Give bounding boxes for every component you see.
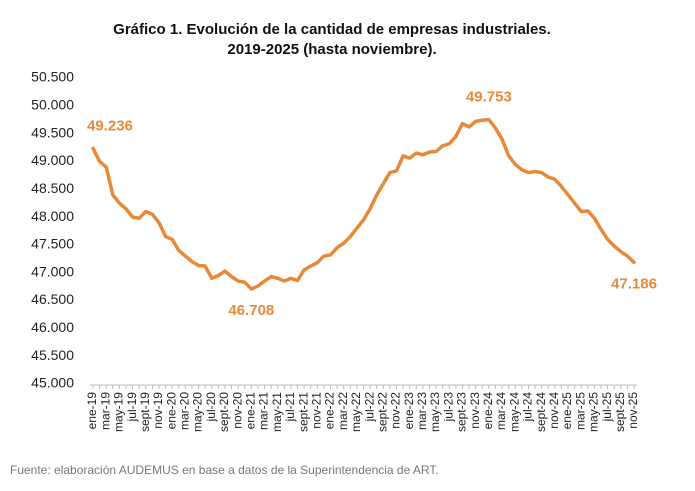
x-tick-label: mar-21 (257, 392, 271, 430)
x-tick-label: sept-23 (455, 392, 469, 432)
y-tick-label: 45.500 (31, 347, 74, 363)
x-tick-label: mar-19 (98, 392, 112, 430)
x-tick-label: ene-21 (244, 392, 258, 430)
x-tick-label: may-20 (191, 392, 205, 432)
x-tick-label: sept-20 (217, 392, 231, 432)
x-tick-label: mar-22 (336, 392, 350, 430)
x-tick-label: nov-24 (547, 392, 561, 429)
x-tick-label: may-24 (507, 392, 521, 432)
chart-title: 2019-2025 (hasta noviembre). (227, 41, 436, 58)
x-tick-label: ene-25 (560, 392, 574, 430)
y-tick-label: 46.000 (31, 319, 74, 335)
x-tick-label: jul-23 (441, 392, 455, 423)
x-tick-label: mar-23 (415, 392, 429, 430)
x-tick-label: mar-25 (573, 392, 587, 430)
x-tick-label: nov-23 (468, 392, 482, 429)
x-tick-label: jul-20 (204, 392, 218, 423)
data-label: 49.753 (466, 89, 512, 106)
x-tick-label: jul-25 (600, 392, 614, 423)
x-tick-label: nov-25 (626, 392, 640, 429)
y-tick-label: 50.500 (31, 69, 74, 85)
data-line (91, 117, 636, 291)
x-tick-label: may-21 (270, 392, 284, 432)
x-tick-label: nov-21 (309, 392, 323, 429)
x-tick-label: sept-25 (613, 392, 627, 432)
x-tick-label: nov-19 (151, 392, 165, 429)
x-tick-label: jul-19 (125, 392, 139, 423)
y-tick-label: 47.000 (31, 263, 74, 279)
x-tick-label: ene-22 (323, 392, 337, 430)
chart-title: Gráfico 1. Evolución de la cantidad de e… (113, 21, 551, 38)
y-tick-label: 49.000 (31, 152, 74, 168)
data-label: 46.708 (228, 302, 274, 319)
data-label: 49.236 (87, 117, 133, 134)
x-tick-label: may-19 (112, 392, 126, 432)
y-tick-label: 47.500 (31, 236, 74, 252)
x-tick-label: mar-24 (494, 392, 508, 430)
x-tick-label: mar-20 (178, 392, 192, 430)
x-tick-label: ene-24 (481, 392, 495, 430)
x-tick-label: jul-22 (362, 392, 376, 423)
y-tick-label: 49.500 (31, 124, 74, 140)
x-tick-label: nov-22 (389, 392, 403, 429)
x-tick-label: may-23 (428, 392, 442, 432)
x-tick-label: ene-23 (402, 392, 416, 430)
y-tick-label: 50.000 (31, 97, 74, 113)
y-tick-label: 48.500 (31, 180, 74, 196)
y-tick-label: 45.000 (31, 375, 74, 391)
x-tick-label: sept-22 (375, 392, 389, 432)
y-tick-label: 46.500 (31, 291, 74, 307)
x-tick-label: sept-19 (138, 392, 152, 432)
x-tick-label: sept-21 (296, 392, 310, 432)
x-tick-label: sept-24 (534, 392, 548, 432)
source-note: Fuente: elaboración AUDEMUS en base a da… (10, 463, 439, 477)
x-tick-label: may-25 (587, 392, 601, 432)
data-label: 47.186 (611, 275, 657, 292)
x-tick-label: may-22 (349, 392, 363, 432)
y-tick-label: 48.000 (31, 208, 74, 224)
x-tick-label: jul-21 (283, 392, 297, 423)
x-tick-label: nov-20 (230, 392, 244, 429)
x-tick-label: ene-19 (85, 392, 99, 430)
x-tick-label: ene-20 (164, 392, 178, 430)
x-tick-label: jul-24 (521, 392, 535, 423)
